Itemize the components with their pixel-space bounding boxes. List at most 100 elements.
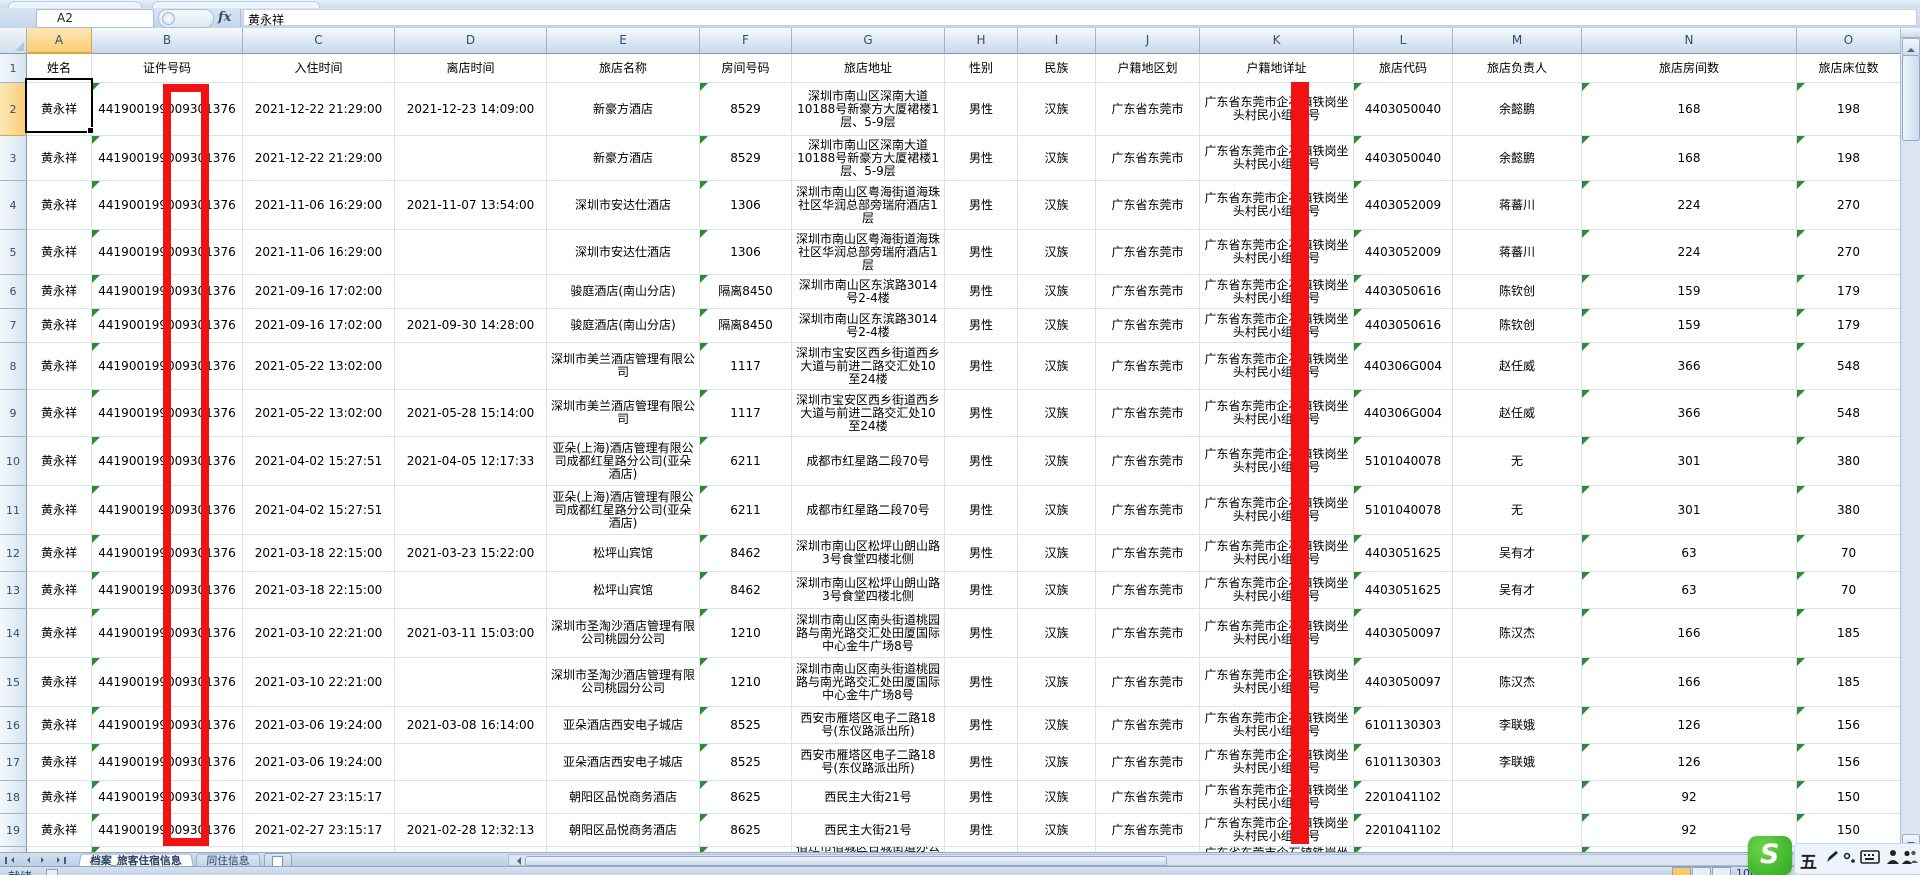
row-header-18[interactable]: 18 [0, 781, 27, 814]
cell-G17[interactable]: 西安市雁塔区电子二路18号(东仪路派出所) [792, 744, 945, 781]
cell-M14[interactable]: 陈汉杰 [1453, 609, 1582, 658]
row-header-20[interactable]: 20 [0, 847, 27, 852]
wubi-mode-icon[interactable]: 五 [1800, 853, 1817, 873]
cell-O10[interactable]: 380 [1797, 437, 1901, 486]
formula-input[interactable]: 黄永祥 [243, 9, 1917, 27]
cell-L20[interactable]: 3213001080 [1354, 847, 1453, 852]
cell-K15[interactable]: 广东省东莞市企石镇铁岗坐头村民小组10号 [1200, 658, 1354, 707]
cell-E3[interactable]: 新豪方酒店 [547, 136, 700, 181]
cell-K18[interactable]: 广东省东莞市企石镇铁岗坐头村民小组10号 [1200, 781, 1354, 814]
cell-O5[interactable]: 270 [1797, 230, 1901, 275]
cell-G4[interactable]: 深圳市南山区粤海街道海珠社区华润总部旁瑞府酒店1层 [792, 181, 945, 230]
cell-N3[interactable]: 168 [1582, 136, 1797, 181]
scroll-up-button[interactable] [1902, 38, 1920, 56]
cell-K20[interactable]: 广东省东莞市企石镇铁岗坐头村民小组10号 [1200, 847, 1354, 852]
select-all-corner[interactable] [0, 28, 27, 54]
cell-A6[interactable]: 黄永祥 [27, 275, 92, 309]
cell-I8[interactable]: 汉族 [1018, 343, 1096, 390]
header-cell-I1[interactable]: 民族 [1018, 54, 1096, 83]
col-header-I[interactable]: I [1018, 28, 1096, 54]
cell-C13[interactable]: 2021-03-18 22:15:00 [243, 572, 395, 609]
cell-M12[interactable]: 吴有才 [1453, 535, 1582, 572]
cell-J12[interactable]: 广东省东莞市 [1096, 535, 1200, 572]
cell-C15[interactable]: 2021-03-10 22:21:00 [243, 658, 395, 707]
cell-N17[interactable]: 126 [1582, 744, 1797, 781]
cell-I10[interactable]: 汉族 [1018, 437, 1096, 486]
cell-H20[interactable]: 男性 [945, 847, 1018, 852]
scrollbar-split-box[interactable] [1901, 28, 1920, 38]
cell-J4[interactable]: 广东省东莞市 [1096, 181, 1200, 230]
cell-O17[interactable]: 156 [1797, 744, 1901, 781]
cell-J9[interactable]: 广东省东莞市 [1096, 390, 1200, 437]
cell-J10[interactable]: 广东省东莞市 [1096, 437, 1200, 486]
cell-F12[interactable]: 8462 [700, 535, 792, 572]
row-header-12[interactable]: 12 [0, 535, 27, 572]
cell-G3[interactable]: 深圳市南山区深南大道10188号新豪方大厦裙楼1层、5-9层 [792, 136, 945, 181]
cell-G18[interactable]: 西民主大街21号 [792, 781, 945, 814]
cell-M13[interactable]: 吴有才 [1453, 572, 1582, 609]
col-header-M[interactable]: M [1453, 28, 1582, 54]
cell-L6[interactable]: 4403050616 [1354, 275, 1453, 309]
cell-G11[interactable]: 成都市红星路二段70号 [792, 486, 945, 535]
people-icon[interactable] [1902, 849, 1919, 865]
cell-N18[interactable]: 92 [1582, 781, 1797, 814]
cell-K6[interactable]: 广东省东莞市企石镇铁岗坐头村民小组10号 [1200, 275, 1354, 309]
cell-C8[interactable]: 2021-05-22 13:02:00 [243, 343, 395, 390]
zoom-level-label[interactable]: 100 [1736, 867, 1757, 875]
vertical-scrollbar[interactable] [1900, 28, 1920, 852]
cell-F7[interactable]: 隔离8450 [700, 309, 792, 343]
fill-handle[interactable] [87, 127, 94, 134]
row-header-7[interactable]: 7 [0, 309, 27, 343]
cell-M2[interactable]: 余懿鹏 [1453, 83, 1582, 136]
cell-H7[interactable]: 男性 [945, 309, 1018, 343]
cell-O6[interactable]: 179 [1797, 275, 1901, 309]
cell-F17[interactable]: 8525 [700, 744, 792, 781]
cell-A2[interactable]: 黄永祥 [27, 83, 92, 136]
cell-J5[interactable]: 广东省东莞市 [1096, 230, 1200, 275]
cell-O13[interactable]: 70 [1797, 572, 1901, 609]
cell-J17[interactable]: 广东省东莞市 [1096, 744, 1200, 781]
row-header-19[interactable]: 19 [0, 814, 27, 847]
col-header-D[interactable]: D [395, 28, 547, 54]
cell-I15[interactable]: 汉族 [1018, 658, 1096, 707]
col-header-H[interactable]: H [945, 28, 1018, 54]
active-cell-selection[interactable] [25, 78, 94, 134]
cell-A17[interactable]: 黄永祥 [27, 744, 92, 781]
cell-G12[interactable]: 深圳市南山区松坪山朗山路3号食堂四楼北侧 [792, 535, 945, 572]
row-header-17[interactable]: 17 [0, 744, 27, 781]
cell-A16[interactable]: 黄永祥 [27, 707, 92, 744]
cell-N4[interactable]: 224 [1582, 181, 1797, 230]
cell-D9[interactable]: 2021-05-28 15:14:00 [395, 390, 547, 437]
cell-H10[interactable]: 男性 [945, 437, 1018, 486]
cell-E7[interactable]: 骏庭酒店(南山分店) [547, 309, 700, 343]
header-cell-C1[interactable]: 入住时间 [243, 54, 395, 83]
cell-O18[interactable]: 150 [1797, 781, 1901, 814]
cell-I19[interactable]: 汉族 [1018, 814, 1096, 847]
cell-M4[interactable]: 蒋蕃川 [1453, 181, 1582, 230]
cell-C18[interactable]: 2021-02-27 23:15:17 [243, 781, 395, 814]
cell-E4[interactable]: 深圳市安达仕酒店 [547, 181, 700, 230]
first-sheet-button[interactable] [2, 854, 18, 866]
page-layout-view-button[interactable] [1692, 867, 1711, 875]
cell-C20[interactable]: 2021-02-10 14:53:00 [243, 847, 395, 852]
cell-K10[interactable]: 广东省东莞市企石镇铁岗坐头村民小组10号 [1200, 437, 1354, 486]
cell-O15[interactable]: 185 [1797, 658, 1901, 707]
cell-F11[interactable]: 6211 [700, 486, 792, 535]
cell-E5[interactable]: 深圳市安达仕酒店 [547, 230, 700, 275]
last-sheet-button[interactable] [53, 854, 69, 866]
col-header-L[interactable]: L [1354, 28, 1453, 54]
cell-H4[interactable]: 男性 [945, 181, 1018, 230]
cell-E8[interactable]: 深圳市美兰酒店管理有限公司 [547, 343, 700, 390]
header-cell-L1[interactable]: 旅店代码 [1354, 54, 1453, 83]
cell-G9[interactable]: 深圳市宝安区西乡街道西乡大道与前进二路交汇处10至24楼 [792, 390, 945, 437]
sheet-tab-同住信息[interactable]: 同住信息 [194, 853, 261, 867]
cell-G13[interactable]: 深圳市南山区松坪山朗山路3号食堂四楼北侧 [792, 572, 945, 609]
row-header-10[interactable]: 10 [0, 437, 27, 486]
cell-A3[interactable]: 黄永祥 [27, 136, 92, 181]
col-header-N[interactable]: N [1582, 28, 1797, 54]
cell-C5[interactable]: 2021-11-06 16:29:00 [243, 230, 395, 275]
cell-H6[interactable]: 男性 [945, 275, 1018, 309]
col-header-J[interactable]: J [1096, 28, 1200, 54]
cell-O14[interactable]: 185 [1797, 609, 1901, 658]
cell-C3[interactable]: 2021-12-22 21:29:00 [243, 136, 395, 181]
